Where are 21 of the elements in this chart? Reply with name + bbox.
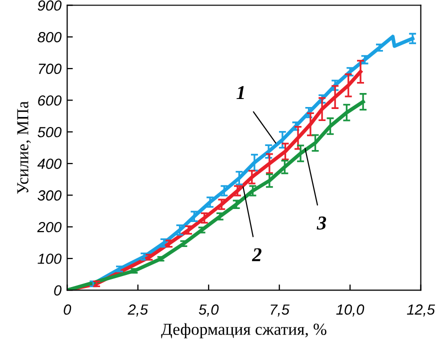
x-tick-label: 12,5 [406,304,436,316]
y-tick-label: 400 [37,158,62,169]
annotation: 3 [316,216,326,230]
y-axis-title: Усилие, МПа [17,101,31,194]
x-tick-label: 10,0 [336,304,364,316]
annotation: 1 [236,86,244,100]
y-tick-label: 600 [38,95,62,106]
y-tick-label: 300 [38,190,62,201]
y-tick-label: 200 [37,222,62,232]
annotation: 2 [252,248,262,262]
x-axis-title: Деформация сжатия, % [161,323,326,338]
y-tick-label: 900 [38,0,62,11]
x-tick-label: 5,0 [198,304,219,316]
x-tick-label: 0 [64,304,72,315]
x-tick-label: 2,5 [128,304,148,316]
y-tick-label: 800 [38,32,62,42]
x-tick-label: 7,5 [270,304,290,316]
y-tick-label: 100 [38,254,62,264]
y-tick-label: 0 [54,285,62,296]
y-tick-label: 500 [38,126,62,138]
y-tick-label: 700 [38,64,62,74]
